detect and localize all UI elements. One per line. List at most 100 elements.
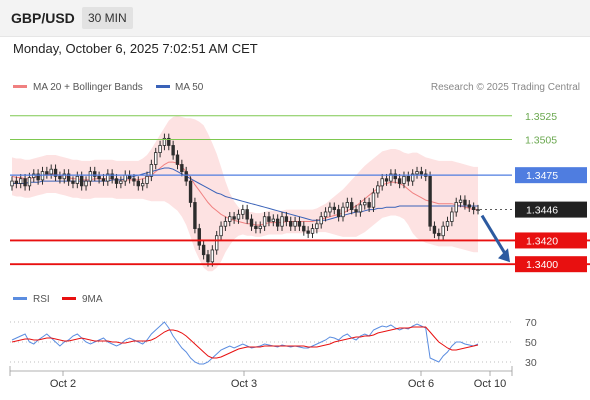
candle (49, 164, 53, 179)
candle (371, 188, 376, 212)
candle-body (58, 175, 62, 180)
candle-body (114, 178, 119, 184)
candle-body (184, 171, 188, 182)
level-resistance: 1.3525 (10, 111, 557, 123)
candle (158, 140, 162, 158)
time-axis-label: Oct 2 (50, 378, 76, 390)
candle-body (393, 173, 397, 180)
candle (315, 219, 319, 234)
candle-body (367, 202, 371, 208)
candle (406, 171, 411, 186)
candle-body (476, 209, 480, 211)
candle-body (445, 221, 450, 227)
candle-body (162, 137, 167, 146)
candle (145, 171, 149, 189)
candle-body (328, 206, 332, 213)
candle (175, 150, 180, 170)
candle (467, 200, 471, 212)
time-axis-label: Oct 6 (408, 378, 434, 390)
candle-body (158, 145, 162, 154)
candle-body (428, 175, 432, 227)
candle-body (306, 230, 310, 234)
candle-body (406, 175, 411, 182)
candle-body (254, 225, 258, 229)
candle-body (245, 209, 249, 220)
candle-body (454, 202, 458, 213)
forecast-arrow-shaft (480, 214, 508, 256)
candle (149, 159, 154, 182)
chart-legend: MA 20 + Bollinger Bands MA 50 Research ©… (13, 82, 580, 93)
candle (458, 195, 463, 208)
candle (358, 200, 363, 217)
candle-body (284, 216, 289, 222)
candle (62, 169, 66, 184)
level-label: 1.3400 (526, 259, 558, 271)
candle (71, 176, 75, 189)
candle (106, 169, 110, 186)
candle-body (467, 204, 471, 208)
candle (376, 181, 380, 198)
candle (302, 221, 306, 236)
candle (332, 202, 336, 215)
candle-body (450, 211, 454, 222)
candle (193, 197, 197, 234)
candle-body (93, 171, 97, 177)
candle (232, 211, 236, 224)
candle (306, 226, 310, 239)
candle-body (23, 178, 27, 187)
candle (201, 240, 206, 260)
candle (328, 202, 332, 217)
level-resistance: 1.3505 (10, 135, 557, 147)
candle (428, 171, 432, 231)
candle-body (49, 168, 53, 175)
candle-body (71, 180, 75, 184)
rsi-plot-area: 70 50 30 (10, 317, 537, 369)
candle-body (262, 216, 267, 227)
candle (249, 214, 254, 231)
candle (88, 166, 93, 186)
candle (19, 173, 23, 189)
candle-body (297, 221, 302, 227)
candle (445, 216, 450, 231)
candle (310, 223, 315, 239)
candle-body (241, 209, 245, 215)
candle (297, 216, 302, 231)
candle (275, 214, 280, 231)
candle (463, 195, 467, 210)
candle (262, 211, 267, 231)
rsi-legend-label: RSI (33, 294, 50, 305)
level-label: 1.3420 (526, 235, 558, 247)
candle (471, 202, 476, 215)
price-levels: 1.3525 1.3505 1.3475 1.3446 1.3420 1.3400 (10, 111, 590, 273)
candle (441, 221, 445, 241)
candle (36, 169, 40, 185)
candle (284, 211, 289, 227)
candle (171, 140, 175, 160)
candle-body (441, 225, 445, 237)
level-label: 1.3446 (526, 205, 558, 217)
candle (236, 209, 241, 224)
candle-body (228, 216, 232, 222)
candle (167, 133, 171, 151)
candle-body (315, 223, 319, 229)
candle (45, 166, 49, 179)
candle (210, 245, 215, 267)
candle-body (171, 145, 175, 156)
candle-body (27, 177, 32, 187)
candle (101, 173, 106, 186)
level-label: 1.3475 (526, 170, 558, 182)
price-plot-area (10, 115, 480, 272)
candle-body (336, 209, 341, 218)
timeframe-badge[interactable]: 30 MIN (82, 7, 133, 29)
candle (280, 211, 284, 231)
candle (476, 204, 480, 215)
header-bar: GBP/USD 30 MIN (0, 0, 590, 37)
candle (450, 207, 454, 227)
candle (184, 166, 188, 186)
candle (66, 169, 71, 186)
candle-body (345, 202, 350, 208)
candle-body (66, 173, 71, 182)
candle-body (384, 178, 389, 182)
candle-body (302, 225, 306, 232)
